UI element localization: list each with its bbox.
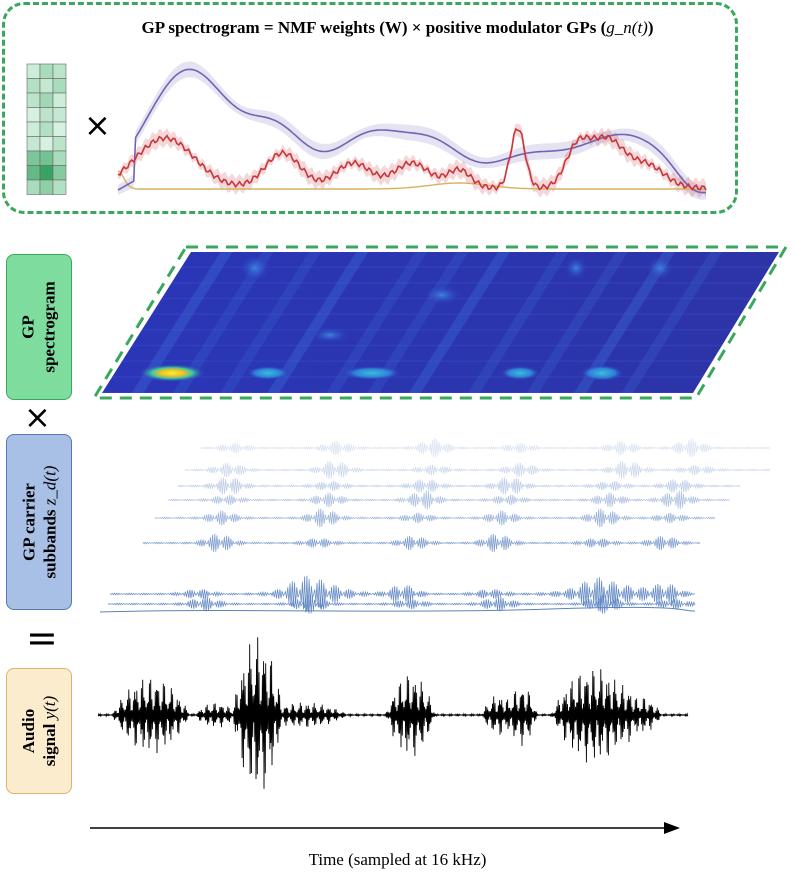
matrix-cell [39, 136, 54, 152]
matrix-cell [52, 63, 67, 79]
title-variable: g_n(t) [606, 18, 648, 37]
matrix-cell [39, 179, 54, 195]
carrier-subband-trace [184, 461, 771, 479]
matrix-cell [52, 107, 67, 123]
matrix-cell [52, 78, 67, 94]
spectrogram-dashed-frame [92, 245, 788, 400]
gp-spectrogram-image [92, 245, 788, 400]
matrix-cell [26, 63, 41, 79]
label-line-1: Audio [19, 708, 38, 754]
label-line-1: GP carrier [19, 483, 38, 561]
label-variable: z_d(t) [40, 465, 59, 506]
label-line-1: GP [19, 315, 38, 339]
title-suffix: ) [647, 18, 654, 37]
matrix-cell [26, 150, 41, 166]
carrier-subband-trace [177, 477, 741, 495]
label-gp-spectrogram: GP spectrogram [6, 254, 72, 400]
nmf-modulator-panel [2, 2, 738, 214]
gp-carrier-subbands [99, 438, 771, 614]
matrix-cell [26, 179, 41, 195]
matrix-cell [26, 78, 41, 94]
matrix-cell [52, 121, 67, 137]
multiply-icon: × [24, 398, 51, 436]
title-text: GP spectrogram = NMF weights (W) × posit… [141, 18, 607, 37]
matrix-cell [39, 150, 54, 166]
multiply-icon: × [84, 106, 111, 144]
carrier-baseline [99, 606, 696, 613]
label-gp-carrier-subbands: GP carrier subbands z_d(t) [6, 434, 72, 610]
matrix-cell [26, 121, 41, 137]
panel-title: GP spectrogram = NMF weights (W) × posit… [0, 18, 795, 38]
matrix-cell [26, 136, 41, 152]
label-line-2: signal [40, 723, 59, 767]
carrier-subband-trace [199, 438, 771, 458]
matrix-cell [52, 165, 67, 181]
orange-modulator-line [117, 170, 706, 190]
modulator-gp-curves [117, 61, 707, 200]
matrix-cell [52, 136, 67, 152]
label-audio-signal: Audio signal y(t) [6, 668, 72, 794]
red-modulator-line [117, 127, 707, 192]
matrix-cell [26, 107, 41, 123]
red-modulator-band [118, 123, 706, 198]
matrix-cell [39, 92, 54, 108]
matrix-cell [39, 78, 54, 94]
matrix-cell [52, 92, 67, 108]
matrix-cell [39, 121, 54, 137]
carrier-subband-trace [154, 508, 716, 528]
matrix-cell [26, 92, 41, 108]
matrix-cell [26, 165, 41, 181]
label-line-2: subbands [40, 509, 59, 579]
matrix-cell [52, 179, 67, 195]
matrix-cell [39, 63, 54, 79]
audio-waveform [97, 637, 689, 789]
carrier-subband-trace [142, 533, 701, 553]
matrix-cell [39, 107, 54, 123]
label-line-2: spectrogram [40, 281, 59, 373]
carrier-subband-trace [107, 594, 696, 614]
label-variable: y(t) [40, 695, 59, 720]
matrix-cell [39, 165, 54, 181]
carrier-subband-trace [167, 490, 730, 510]
time-axis-label: Time (sampled at 16 kHz) [308, 850, 487, 869]
matrix-cell [52, 150, 67, 166]
time-axis-arrow [90, 822, 680, 834]
nmf-weight-matrix [26, 63, 67, 195]
equals-icon: = [26, 616, 58, 660]
carrier-subband-trace [109, 575, 696, 613]
purple-modulator-band [118, 61, 706, 200]
